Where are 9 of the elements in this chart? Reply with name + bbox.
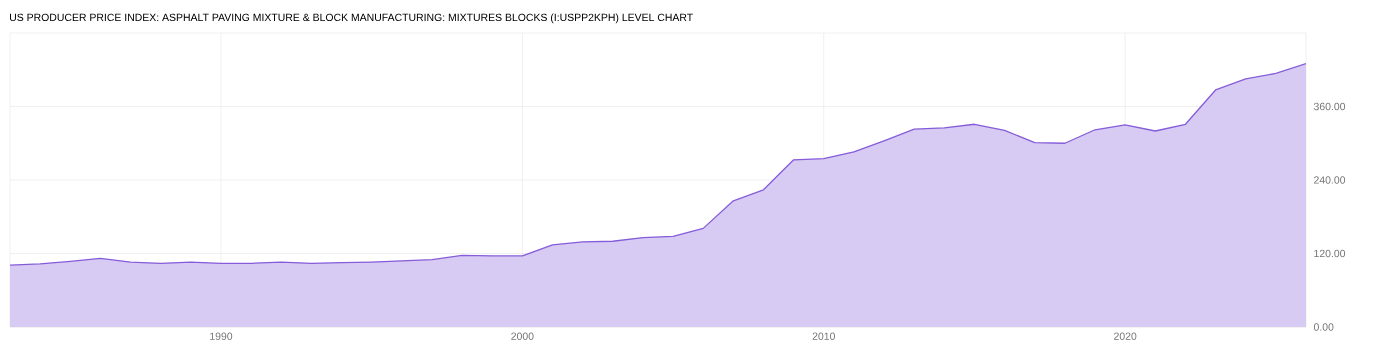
y-tick-label: 0.00 [1313, 323, 1334, 331]
x-tick-label: 1990 [210, 332, 233, 340]
chart-title: US PRODUCER PRICE INDEX: ASPHALT PAVING MIXTURE & BLOCK MANUFACTURING: MIXTURES BLOCKS (I:USPP2KPH) LEVEL CHART [10, 13, 693, 24]
y-tick-label: 120.00 [1314, 249, 1346, 258]
x-tick-label: 2000 [511, 332, 534, 340]
x-tick-label: 2010 [812, 332, 835, 340]
y-tick-label: 360.00 [1313, 102, 1346, 111]
x-tick-label: 2020 [1114, 332, 1137, 340]
y-tick-label: 240.00 [1314, 176, 1346, 184]
